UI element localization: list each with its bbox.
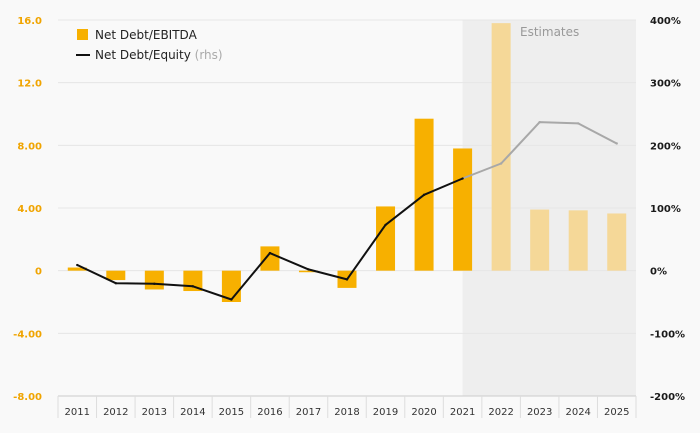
bar-2024 (568, 210, 588, 271)
line-point-2019 (384, 223, 387, 227)
line-point-2016 (268, 251, 272, 255)
line-point-2018 (345, 278, 349, 281)
bar-2023 (530, 209, 550, 271)
left-tick-label: 4.00 (17, 204, 42, 215)
right-tick-label: 100% (650, 204, 681, 215)
bar-2013 (144, 270, 164, 290)
bar-2025 (607, 213, 627, 271)
x-tick-label: 2018 (334, 407, 359, 418)
line-point-2024 (577, 122, 580, 125)
bar-2011 (67, 267, 87, 271)
x-tick-label: 2015 (219, 407, 244, 418)
left-tick-label: -4.00 (13, 329, 42, 340)
right-tick-label: 0% (650, 267, 667, 278)
line-point-2022 (499, 162, 503, 165)
line-point-2021 (461, 177, 464, 180)
legend-label-line-name: Net Debt/Equity (95, 48, 191, 62)
left-tick-label: 8.00 (17, 141, 42, 152)
x-tick-label: 2013 (142, 407, 167, 418)
legend-label-line-suffix: (rhs) (195, 48, 223, 62)
bar-2016 (260, 246, 280, 271)
bar-2022 (491, 23, 511, 271)
x-tick-label: 2023 (527, 407, 552, 418)
line-point-2013 (153, 282, 156, 286)
line-point-2020 (422, 193, 426, 197)
line-point-2017 (307, 268, 310, 271)
x-tick-label: 2025 (604, 407, 629, 418)
line-point-2011 (76, 263, 79, 267)
x-tick-label: 2024 (565, 407, 590, 418)
bar-2021 (453, 148, 473, 271)
right-tick-label: 200% (650, 141, 681, 152)
x-tick-label: 2011 (65, 407, 90, 418)
x-tick-label: 2019 (373, 407, 398, 418)
right-tick-label: -200% (650, 392, 685, 403)
left-tick-label: -8.00 (13, 392, 42, 403)
line-point-2023 (538, 120, 541, 124)
line-point-2012 (114, 282, 118, 285)
legend-label-bar: Net Debt/EBITDA (95, 28, 198, 42)
right-tick-label: 400% (650, 16, 681, 27)
left-tick-label: 16.0 (17, 16, 42, 27)
line-point-2025 (615, 142, 618, 145)
line-point-2014 (191, 285, 195, 288)
x-tick-label: 2020 (411, 407, 436, 418)
x-tick-label: 2017 (296, 407, 321, 418)
legend-label-line: Net Debt/Equity (rhs) (95, 48, 223, 62)
bar-2017 (298, 270, 318, 273)
bar-2012 (106, 270, 126, 281)
x-tick-label: 2021 (450, 407, 475, 418)
bar-2019 (376, 206, 396, 271)
right-tick-label: -100% (650, 329, 685, 340)
x-tick-label: 2022 (488, 407, 513, 418)
left-tick-label: 12.0 (17, 79, 42, 90)
line-point-2015 (230, 298, 233, 301)
x-tick-label: 2016 (257, 407, 282, 418)
legend: Net Debt/EBITDA Net Debt/Equity (rhs) (76, 28, 223, 62)
right-tick-label: 300% (650, 79, 681, 90)
x-tick-label: 2014 (180, 407, 205, 418)
left-tick-label: 0 (35, 267, 42, 278)
legend-swatch-bar (77, 29, 88, 40)
estimates-label: Estimates (520, 25, 579, 39)
x-tick-label: 2012 (103, 407, 128, 418)
